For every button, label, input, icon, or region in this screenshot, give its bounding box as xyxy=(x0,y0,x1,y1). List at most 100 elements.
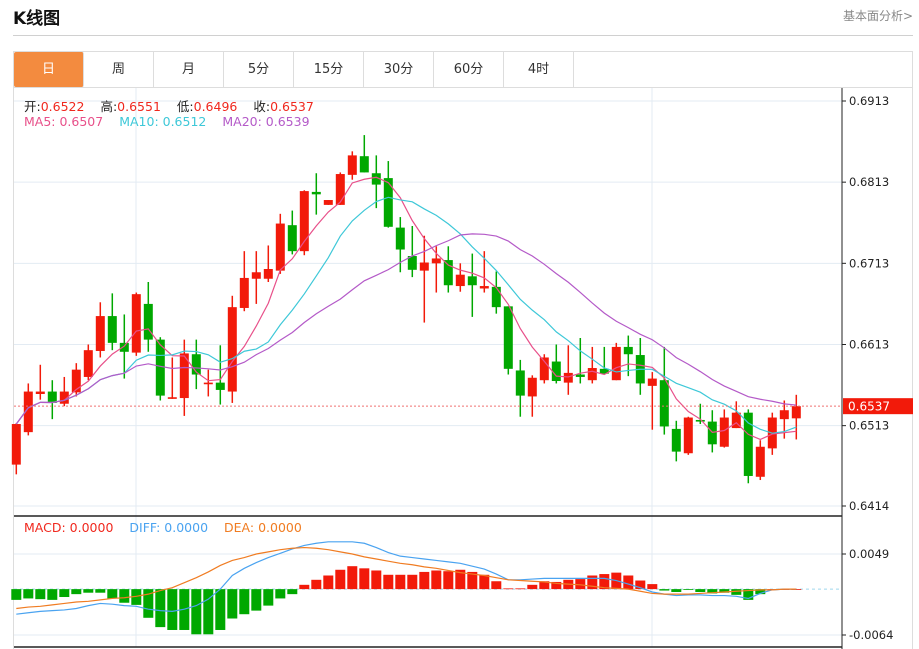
macd-bar xyxy=(35,589,46,600)
macd-bar xyxy=(755,589,766,595)
open-label: 开: xyxy=(24,99,41,114)
candle-up xyxy=(71,369,81,393)
macd-bar xyxy=(479,574,490,590)
macd-bar xyxy=(275,589,286,599)
high-label: 高: xyxy=(100,99,118,114)
candle-up xyxy=(323,200,333,205)
candle-down xyxy=(383,178,393,227)
candle-up xyxy=(527,377,537,397)
candle-up xyxy=(11,424,21,465)
chart-frame xyxy=(13,87,913,649)
candle-up xyxy=(455,274,465,287)
tab-30min[interactable]: 30分 xyxy=(364,52,434,87)
candle-up xyxy=(611,346,621,381)
macd-bar xyxy=(587,575,598,590)
candle-down xyxy=(47,391,57,403)
ma10-line xyxy=(15,196,797,434)
candle-down xyxy=(599,368,609,374)
candle-up xyxy=(203,382,213,385)
period-tabs: 日 周 月 5分 15分 30分 60分 4时 xyxy=(13,51,913,88)
macd-bar xyxy=(371,570,382,590)
candle-up xyxy=(167,397,177,399)
tab-4hour[interactable]: 4时 xyxy=(504,52,574,87)
macd-bar xyxy=(515,588,526,590)
macd-bar xyxy=(719,589,730,593)
candle-up xyxy=(59,391,69,404)
macd-value: MACD: 0.0000 xyxy=(24,520,114,535)
macd-bar xyxy=(83,589,94,593)
candle-down xyxy=(695,419,705,422)
candle-up xyxy=(791,406,801,419)
macd-bar xyxy=(671,589,682,592)
macd-bar xyxy=(347,566,358,590)
macd-bar xyxy=(707,589,718,594)
candle-up xyxy=(239,277,249,308)
macd-bar xyxy=(455,569,466,590)
y-tick-label: 0.6513 xyxy=(849,419,889,433)
macd-bar xyxy=(251,589,262,611)
macd-bar xyxy=(215,589,226,630)
macd-bar xyxy=(599,574,610,590)
tab-week[interactable]: 周 xyxy=(84,52,154,87)
candle-up xyxy=(731,412,741,429)
candle-up xyxy=(419,262,429,271)
fundamental-analysis-link[interactable]: 基本面分析> xyxy=(842,9,913,23)
tab-month[interactable]: 月 xyxy=(154,52,224,87)
candle-up xyxy=(83,350,93,377)
macd-bar xyxy=(47,589,58,600)
macd-bar xyxy=(683,589,694,590)
ma20-value: MA20: 0.6539 xyxy=(222,114,310,129)
candle-down xyxy=(467,276,477,286)
candle-up xyxy=(131,294,141,353)
candle-down xyxy=(515,370,525,396)
candle-up xyxy=(179,353,189,399)
macd-bar xyxy=(359,568,370,590)
y-tick-label: 0.6613 xyxy=(849,337,889,351)
ma5-line xyxy=(15,176,797,441)
candle-up xyxy=(683,417,693,454)
macd-bar xyxy=(659,589,670,591)
candle-down xyxy=(395,227,405,250)
candle-down xyxy=(287,225,297,252)
candle-down xyxy=(503,306,513,369)
macd-bar xyxy=(167,589,178,630)
tab-5min[interactable]: 5分 xyxy=(224,52,294,87)
macd-bar xyxy=(419,571,430,590)
ma10-value: MA10: 0.6512 xyxy=(119,114,207,129)
low-label: 低: xyxy=(176,99,194,114)
dea-line xyxy=(16,546,797,610)
macd-bar xyxy=(395,574,406,590)
divider xyxy=(13,35,913,36)
candle-down xyxy=(623,346,633,355)
candle-up xyxy=(347,155,357,175)
candle-up xyxy=(755,446,765,477)
macd-bar xyxy=(155,589,166,628)
ma20-line xyxy=(15,233,797,425)
macd-bar xyxy=(119,589,130,603)
last-price-label: 0.6537 xyxy=(848,400,890,414)
ohlc-legend: 开:0.6522 高:0.6551 低:0.6496 收:0.6537 xyxy=(24,96,314,115)
macd-bar xyxy=(335,569,346,590)
dea-value: DEA: 0.0000 xyxy=(224,520,302,535)
candle-up xyxy=(263,269,273,279)
macd-legend: MACD: 0.0000 DIFF: 0.0000 DEA: 0.0000 xyxy=(24,520,302,535)
macd-bar xyxy=(287,589,298,595)
candle-up xyxy=(719,417,729,447)
candle-down xyxy=(107,316,117,343)
candle-up xyxy=(335,174,345,205)
macd-bar xyxy=(23,589,34,599)
candle-down xyxy=(359,156,369,173)
macd-bar xyxy=(71,589,82,595)
tab-day[interactable]: 日 xyxy=(14,52,84,87)
candle-down xyxy=(371,173,381,185)
macd-bar xyxy=(143,589,154,618)
tab-60min[interactable]: 60分 xyxy=(434,52,504,87)
candle-down xyxy=(671,428,681,452)
candle-down xyxy=(491,286,501,308)
macd-bar xyxy=(107,589,118,599)
candle-down xyxy=(707,421,717,445)
candle-down xyxy=(407,256,417,270)
high-value: 0.6551 xyxy=(117,99,161,114)
tab-15min[interactable]: 15分 xyxy=(294,52,364,87)
